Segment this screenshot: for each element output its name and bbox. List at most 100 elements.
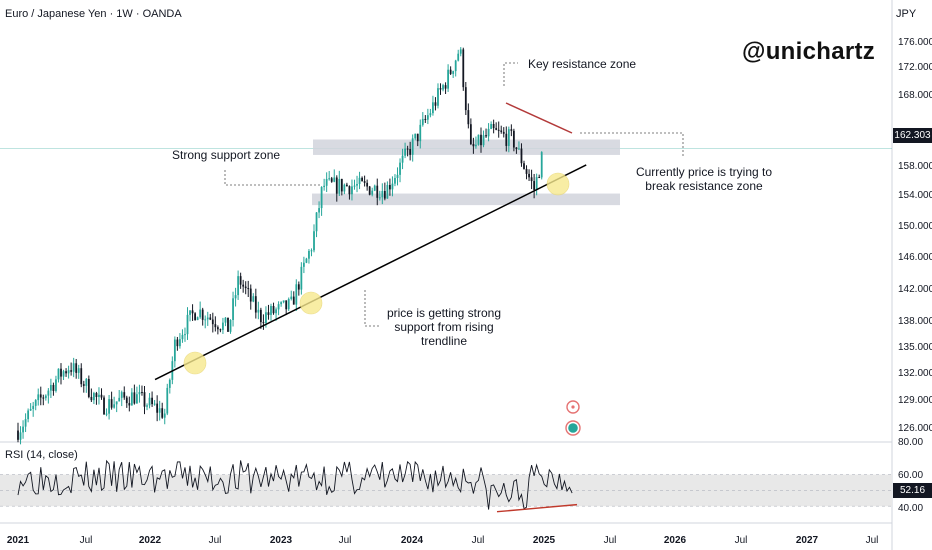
candle-body	[214, 324, 217, 328]
currency-label: JPY	[896, 8, 917, 20]
candle-body	[196, 317, 199, 321]
candle-body	[477, 134, 480, 145]
price-tick: 135.000	[898, 342, 932, 353]
candle-body	[353, 185, 356, 187]
candle-body	[146, 405, 148, 407]
candle-body	[257, 309, 260, 313]
candle-body	[376, 185, 379, 198]
price-tick: 142.000	[898, 284, 932, 295]
candle-body	[480, 134, 482, 146]
candle-body	[199, 309, 202, 318]
candle-body	[323, 185, 326, 188]
candle-body	[49, 384, 52, 391]
candle-body	[244, 286, 247, 289]
candle-body	[103, 397, 105, 415]
candle-body	[442, 85, 444, 90]
candle-body	[469, 124, 472, 145]
candle-body	[242, 284, 245, 287]
candle-body	[416, 133, 419, 142]
currently-label-line-2: break resistance zone	[645, 179, 763, 193]
candle-body	[429, 113, 432, 116]
candle-body	[22, 426, 24, 433]
candle-body	[136, 394, 138, 404]
candle-body	[343, 184, 346, 192]
candle-body	[406, 148, 409, 150]
candle-body	[87, 378, 90, 397]
candle-body	[77, 368, 80, 373]
candle-body	[525, 168, 528, 174]
candle-body	[447, 69, 449, 89]
key-resistance-pointer	[503, 62, 518, 86]
candle-body	[108, 399, 110, 414]
candle-body	[333, 177, 336, 182]
candle-body	[315, 212, 318, 232]
currently-label: Currently price is trying to break resis…	[635, 165, 773, 193]
rsi-divergence-line	[496, 503, 578, 513]
candle-body	[452, 71, 455, 74]
candle-body	[361, 177, 363, 182]
time-tick: Jul	[734, 535, 748, 546]
descending-resistance-line	[505, 102, 573, 134]
candle-body	[166, 387, 169, 414]
candle-body	[158, 408, 161, 413]
candle-body	[492, 124, 495, 129]
candle-body	[497, 129, 500, 131]
candle-body	[437, 88, 439, 106]
candle-body	[267, 312, 270, 315]
candle-body	[143, 392, 146, 407]
candle-body	[34, 400, 37, 406]
candle-body	[444, 85, 447, 89]
candle-body	[383, 191, 386, 199]
candle-body	[495, 128, 498, 130]
time-tick: Jul	[338, 535, 352, 546]
candle-body	[308, 250, 310, 259]
candle-body	[381, 191, 384, 198]
candle-body	[163, 413, 166, 418]
candle-body	[125, 397, 128, 404]
candle-body	[90, 396, 93, 401]
candle-body	[161, 408, 164, 418]
candle-body	[459, 49, 462, 54]
candle-body	[325, 179, 328, 186]
candle-body	[358, 177, 361, 185]
candle-body	[75, 363, 78, 373]
rsi-value-tag: 52.16	[893, 483, 932, 498]
candle-body	[105, 413, 108, 415]
candle-body	[277, 304, 280, 310]
candle-body	[520, 148, 523, 164]
candle-body	[239, 276, 242, 285]
candle-body	[434, 102, 437, 106]
candle-body	[373, 185, 376, 191]
time-tick: Jul	[471, 535, 485, 546]
candle-body	[156, 403, 159, 413]
candle-body	[295, 284, 298, 305]
candle-body	[328, 178, 331, 180]
candle-body	[396, 174, 399, 179]
candle-body	[27, 410, 30, 420]
candle-body	[302, 262, 305, 267]
candle-body	[389, 185, 391, 190]
candle-body	[227, 317, 229, 332]
candle-body	[472, 144, 475, 147]
price-tick: 154.000	[898, 190, 932, 201]
candle-body	[130, 392, 133, 406]
candle-body	[485, 135, 487, 137]
candle-body	[133, 392, 136, 404]
candle-body	[378, 197, 381, 199]
rsi-tick: 60.00	[898, 470, 924, 481]
candle-body	[138, 392, 141, 395]
candle-body	[47, 390, 50, 396]
price-tick: 172.000	[898, 62, 932, 73]
candle-body	[216, 327, 219, 330]
candle-body	[538, 177, 541, 179]
key-resistance-label: Key resistance zone	[528, 57, 637, 71]
time-tick: 2026	[663, 535, 687, 546]
candle-body	[335, 177, 338, 194]
rsi-tick: 40.00	[898, 503, 924, 514]
candle-body	[502, 131, 505, 134]
candle-body	[44, 395, 47, 399]
candle-body	[191, 310, 194, 314]
candle-body	[505, 133, 508, 146]
candle-body	[404, 148, 406, 156]
candle-body	[32, 405, 35, 409]
